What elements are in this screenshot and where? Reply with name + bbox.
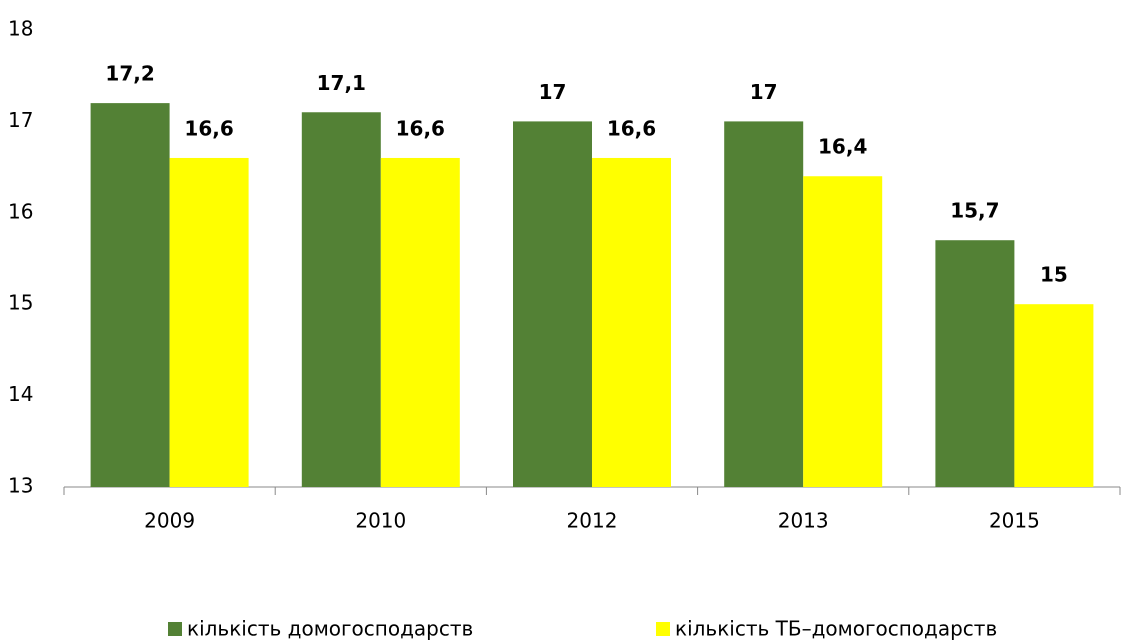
value-label: 16,6 (396, 116, 445, 140)
legend-swatch (656, 622, 670, 636)
value-label: 17 (539, 80, 567, 104)
bar (1014, 304, 1094, 487)
y-tick-label: 16 (8, 199, 33, 223)
bar (90, 103, 170, 488)
y-tick-label: 15 (8, 291, 33, 315)
value-label: 16,6 (184, 116, 233, 140)
value-label: 15,7 (950, 199, 999, 223)
x-tick-label: 2013 (778, 509, 829, 533)
y-tick-label: 18 (8, 17, 33, 41)
x-tick-label: 2015 (989, 509, 1040, 533)
value-label: 17 (750, 80, 778, 104)
value-label: 16,4 (818, 135, 867, 159)
bar (592, 157, 671, 487)
bar (301, 112, 381, 487)
bar (513, 121, 592, 488)
y-tick-label: 14 (8, 382, 33, 406)
legend-label: кількість домогосподарств (187, 617, 473, 641)
y-tick-label: 17 (8, 108, 33, 132)
x-tick-label: 2012 (567, 509, 618, 533)
legend-swatch (168, 622, 182, 636)
bar (803, 176, 883, 488)
value-label: 17,2 (105, 62, 154, 86)
value-label: 16,6 (607, 116, 656, 140)
bar (935, 240, 1015, 487)
bar (169, 157, 249, 487)
x-tick-label: 2010 (355, 509, 406, 533)
y-tick-label: 13 (8, 474, 33, 498)
value-label: 15 (1040, 263, 1068, 287)
legend-label: кількість ТБ–домогосподарств (675, 617, 997, 641)
bar (724, 121, 804, 488)
bar (380, 157, 460, 487)
value-label: 17,1 (317, 71, 366, 95)
x-tick-label: 2009 (144, 509, 195, 533)
